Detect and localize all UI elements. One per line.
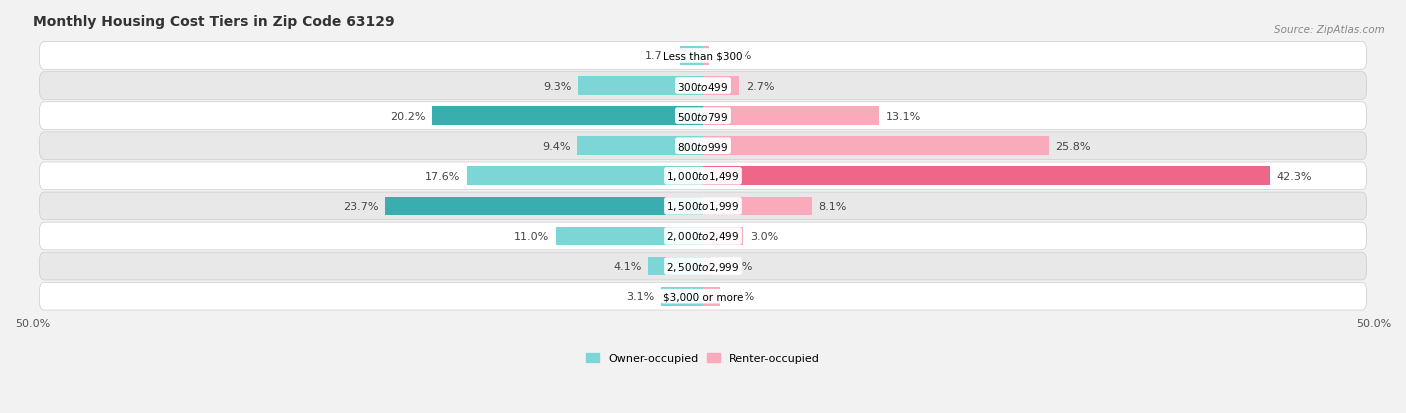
Bar	[703, 77, 740, 96]
Text: 0.57%: 0.57%	[717, 261, 752, 271]
Legend: Owner-occupied, Renter-occupied: Owner-occupied, Renter-occupied	[581, 348, 825, 368]
Text: 1.7%: 1.7%	[645, 51, 673, 61]
FancyBboxPatch shape	[39, 192, 1367, 220]
FancyBboxPatch shape	[39, 102, 1367, 130]
Text: 2.7%: 2.7%	[747, 81, 775, 91]
Text: 8.1%: 8.1%	[818, 202, 846, 211]
Text: 3.1%: 3.1%	[627, 292, 655, 301]
Text: 3.0%: 3.0%	[749, 231, 778, 242]
Text: $500 to $799: $500 to $799	[678, 110, 728, 122]
Text: 25.8%: 25.8%	[1056, 141, 1091, 151]
Bar	[576, 137, 703, 156]
Bar	[681, 47, 703, 66]
Bar	[661, 287, 703, 306]
Bar	[703, 167, 1270, 186]
Bar	[703, 257, 710, 276]
FancyBboxPatch shape	[39, 133, 1367, 160]
Bar	[703, 197, 811, 216]
Text: 9.4%: 9.4%	[541, 141, 571, 151]
Bar	[703, 287, 720, 306]
Text: 17.6%: 17.6%	[425, 171, 460, 181]
Bar	[578, 77, 703, 96]
Text: 0.46%: 0.46%	[716, 51, 751, 61]
Text: $2,500 to $2,999: $2,500 to $2,999	[666, 260, 740, 273]
FancyBboxPatch shape	[39, 253, 1367, 280]
FancyBboxPatch shape	[39, 73, 1367, 100]
Text: 11.0%: 11.0%	[513, 231, 548, 242]
Text: $2,000 to $2,499: $2,000 to $2,499	[666, 230, 740, 243]
Text: $1,500 to $1,999: $1,500 to $1,999	[666, 200, 740, 213]
Text: Less than $300: Less than $300	[664, 51, 742, 61]
Bar	[385, 197, 703, 216]
Text: 1.3%: 1.3%	[727, 292, 755, 301]
Text: $3,000 or more: $3,000 or more	[662, 292, 744, 301]
Text: 9.3%: 9.3%	[543, 81, 572, 91]
Text: 20.2%: 20.2%	[389, 112, 426, 121]
FancyBboxPatch shape	[39, 163, 1367, 190]
Text: 4.1%: 4.1%	[613, 261, 641, 271]
Text: $1,000 to $1,499: $1,000 to $1,499	[666, 170, 740, 183]
Text: 13.1%: 13.1%	[886, 112, 921, 121]
Bar	[555, 227, 703, 246]
Bar	[703, 47, 709, 66]
Text: Source: ZipAtlas.com: Source: ZipAtlas.com	[1274, 25, 1385, 35]
Text: $800 to $999: $800 to $999	[678, 140, 728, 152]
FancyBboxPatch shape	[39, 282, 1367, 310]
Text: 42.3%: 42.3%	[1277, 171, 1312, 181]
FancyBboxPatch shape	[39, 43, 1367, 70]
Bar	[703, 227, 744, 246]
Bar	[432, 107, 703, 126]
Bar	[648, 257, 703, 276]
FancyBboxPatch shape	[39, 223, 1367, 250]
Bar	[467, 167, 703, 186]
Text: 23.7%: 23.7%	[343, 202, 378, 211]
Text: Monthly Housing Cost Tiers in Zip Code 63129: Monthly Housing Cost Tiers in Zip Code 6…	[32, 15, 394, 29]
Bar	[703, 137, 1049, 156]
Text: $300 to $499: $300 to $499	[678, 81, 728, 93]
Bar	[703, 107, 879, 126]
